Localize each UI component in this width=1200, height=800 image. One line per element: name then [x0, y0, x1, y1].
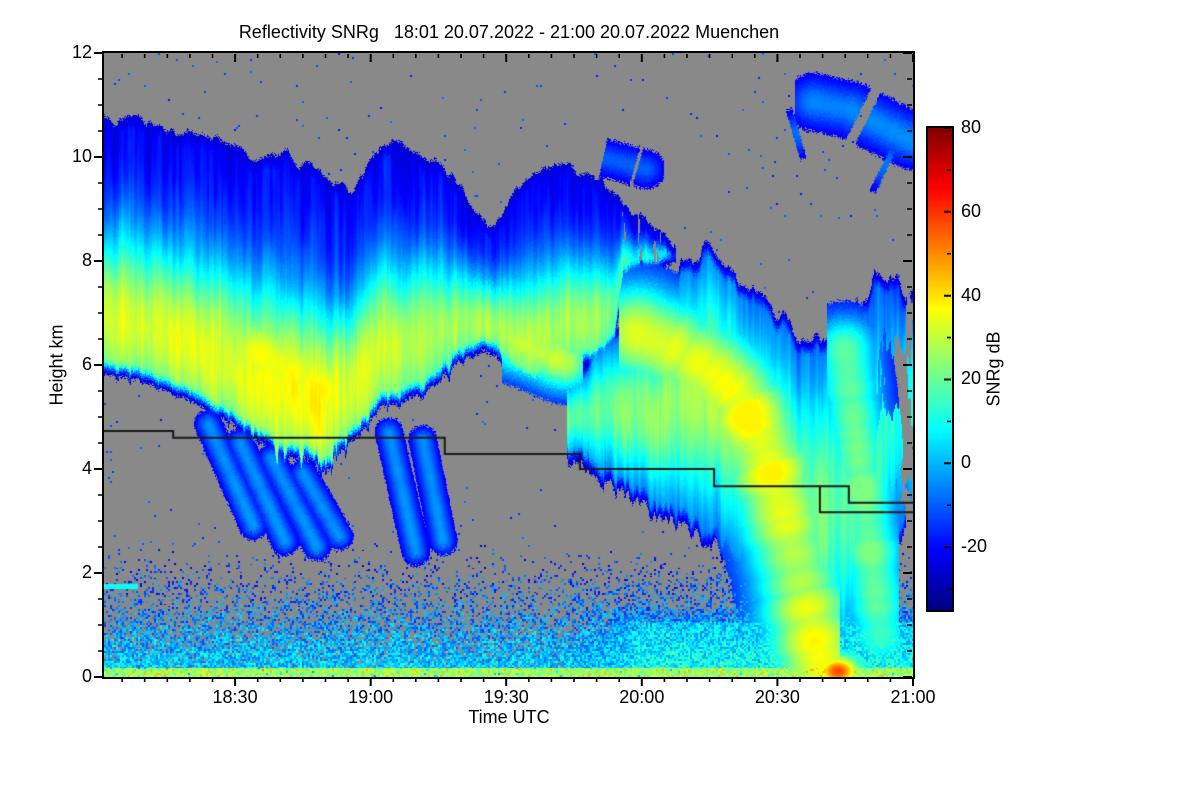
- y-tick-label: 6: [81, 354, 92, 374]
- colorbar-tick-label: 20: [961, 368, 982, 389]
- x-tick-label: 19:30: [483, 687, 529, 707]
- chart-title: Reflectivity SNRg 18:01 20.07.2022 - 21:…: [238, 22, 780, 42]
- colorbar-tick-label: 80: [961, 117, 982, 137]
- x-tick-label: 18:30: [212, 687, 258, 707]
- y-tick-label: 4: [81, 458, 92, 478]
- x-tick-label: 19:00: [348, 687, 394, 707]
- x-axis-label: Time UTC: [468, 707, 550, 727]
- heatmap-canvas: [104, 53, 913, 677]
- x-tick-label: 21:00: [890, 687, 936, 707]
- colorbar-tick-label: 40: [961, 284, 982, 305]
- y-tick-label: 8: [81, 250, 92, 270]
- y-tick-label: 2: [81, 562, 92, 582]
- x-tick-label: 20:30: [754, 687, 800, 707]
- colorbar-tick-label: -20: [961, 536, 988, 557]
- x-tick-label: 20:00: [619, 687, 665, 707]
- colorbar-tick-label: 0: [961, 452, 972, 473]
- y-tick-label: 10: [71, 146, 92, 166]
- colorbar-tick-label: 60: [961, 200, 982, 221]
- y-tick-label: 12: [71, 42, 92, 62]
- y-tick-label: 0: [81, 666, 92, 686]
- colorbar-canvas: [928, 128, 952, 610]
